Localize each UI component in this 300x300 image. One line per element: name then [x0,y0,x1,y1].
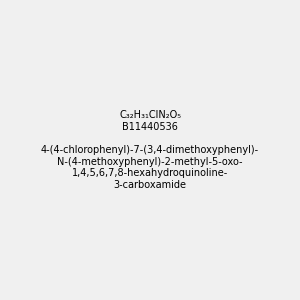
Text: C₃₂H₃₁ClN₂O₅
B11440536

4-(4-chlorophenyl)-7-(3,4-dimethoxyphenyl)-
N-(4-methoxy: C₃₂H₃₁ClN₂O₅ B11440536 4-(4-chlorophenyl… [41,110,259,190]
